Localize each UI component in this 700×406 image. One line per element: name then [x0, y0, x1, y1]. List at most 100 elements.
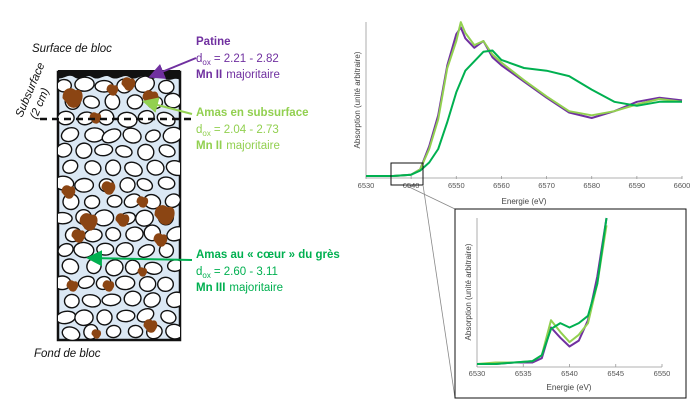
mn-cluster	[61, 185, 76, 199]
sand-grain	[58, 211, 73, 225]
inset-frame	[454, 208, 687, 399]
sand-grain	[77, 275, 95, 289]
sand-grain	[84, 160, 102, 176]
sand-grain	[74, 309, 94, 327]
sand-grain	[96, 242, 115, 256]
mn-cluster	[62, 88, 83, 108]
sand-grain	[158, 144, 176, 158]
sandstone-block	[40, 70, 196, 342]
annotation-core: Amas au « cœur » du grès dox = 2.60 - 3.1…	[196, 249, 340, 294]
sand-grain	[164, 92, 180, 109]
sand-grain	[115, 241, 134, 258]
sand-grain	[143, 292, 161, 308]
x-tick-label: 6590	[629, 181, 646, 190]
sand-grain	[137, 143, 155, 161]
main-xanes-chart: 6530 6540 6550 6560 6570 6580 6590 6600 Energie…	[353, 21, 690, 206]
sand-grain	[96, 309, 113, 326]
sand-grain	[115, 145, 133, 158]
svg-text:Amas en subsurface: Amas en subsurface	[196, 107, 309, 119]
mn-cluster	[143, 319, 158, 333]
mn-cluster	[66, 280, 79, 292]
svg-text:dox= 2.04 - 2.73: dox = 2.04 - 2.73	[196, 124, 279, 138]
patina-arrow	[148, 57, 197, 79]
svg-text:dox= 2.21 - 2.82: dox = 2.21 - 2.82	[196, 53, 279, 67]
sand-grain	[126, 94, 144, 110]
sand-grain	[157, 176, 176, 190]
sand-grain	[127, 324, 144, 339]
sand-grain	[143, 261, 163, 275]
sand-grain	[94, 143, 114, 157]
zoom-connector-right	[422, 184, 456, 399]
sand-grain	[123, 290, 142, 307]
sand-grain	[116, 309, 136, 323]
sand-grain	[83, 194, 101, 210]
mn-cluster	[71, 229, 86, 243]
mn-cluster	[115, 213, 130, 227]
annotation-patine: Patine dox = 2.21 - 2.82 Mn II majoritaire	[196, 36, 280, 81]
sand-grain	[166, 291, 180, 309]
sand-grain	[84, 127, 105, 143]
sand-grain	[165, 160, 180, 177]
mn-cluster	[153, 233, 168, 247]
sand-grain	[158, 79, 175, 95]
x-tick-label: 6530	[358, 181, 375, 190]
svg-text:Patine: Patine	[196, 36, 231, 48]
block-top-label: Surface de bloc	[32, 43, 112, 55]
sand-grain	[62, 159, 79, 174]
sand-grain	[104, 159, 122, 177]
sand-grain	[157, 276, 174, 293]
zoom-connector-left	[404, 184, 456, 210]
mn-cluster	[91, 329, 102, 339]
inset-y-label: Absorption (unité arbitraire)	[464, 243, 473, 340]
x-tick-label: 6535	[515, 369, 532, 378]
x-tick-label: 6570	[538, 181, 555, 190]
sand-grain	[74, 76, 95, 92]
sand-grain	[60, 126, 80, 143]
sand-grain	[146, 159, 165, 176]
annotation-subsurface: Amas en subsurface dox = 2.04 - 2.73 Mn I…	[196, 107, 309, 152]
mn-cluster	[137, 267, 148, 277]
core-arrow	[86, 250, 193, 267]
sand-grain	[58, 142, 73, 158]
mn-cluster	[79, 213, 98, 231]
spectrum-series-line	[366, 49, 682, 177]
sand-grain	[125, 226, 144, 242]
mn-cluster	[101, 181, 116, 195]
sand-grain	[138, 275, 157, 293]
sand-grain	[115, 275, 136, 291]
sand-grain	[135, 209, 154, 227]
sand-grain	[119, 177, 136, 193]
sand-grain	[122, 127, 142, 144]
sand-grain	[61, 326, 81, 340]
x-tick-label: 6560	[493, 181, 510, 190]
x-tick-label: 6580	[583, 181, 600, 190]
sand-grain	[106, 194, 123, 208]
sand-grain	[105, 324, 122, 339]
sand-grain	[105, 226, 122, 242]
zoom-region-box	[390, 162, 424, 186]
sand-grains	[58, 75, 180, 340]
sand-grain	[136, 177, 154, 192]
sand-grain	[105, 259, 124, 277]
sand-grain	[124, 259, 141, 276]
sand-grain	[82, 95, 100, 109]
svg-text:dox= 2.60 - 3.11: dox = 2.60 - 3.11	[196, 266, 278, 280]
sand-grain	[75, 142, 93, 159]
mn-clusters	[61, 77, 175, 339]
sand-grain	[162, 126, 180, 144]
sand-grain	[63, 293, 80, 309]
sand-grain	[164, 193, 180, 209]
x-tick-label: 6540	[561, 369, 578, 378]
inset-xanes-chart: 6530 6535 6540 6545 6550 Energie (eV) Absorp…	[454, 208, 687, 399]
sand-grain	[81, 293, 102, 308]
subsurface-arrow	[142, 97, 193, 115]
sand-grain	[166, 226, 180, 242]
x-tick-label: 6545	[607, 369, 624, 378]
mn-cluster	[89, 112, 102, 124]
sand-grain	[61, 258, 80, 275]
main-y-label: Absorption (unité arbitraire)	[353, 51, 362, 148]
mn-cluster	[136, 196, 149, 208]
